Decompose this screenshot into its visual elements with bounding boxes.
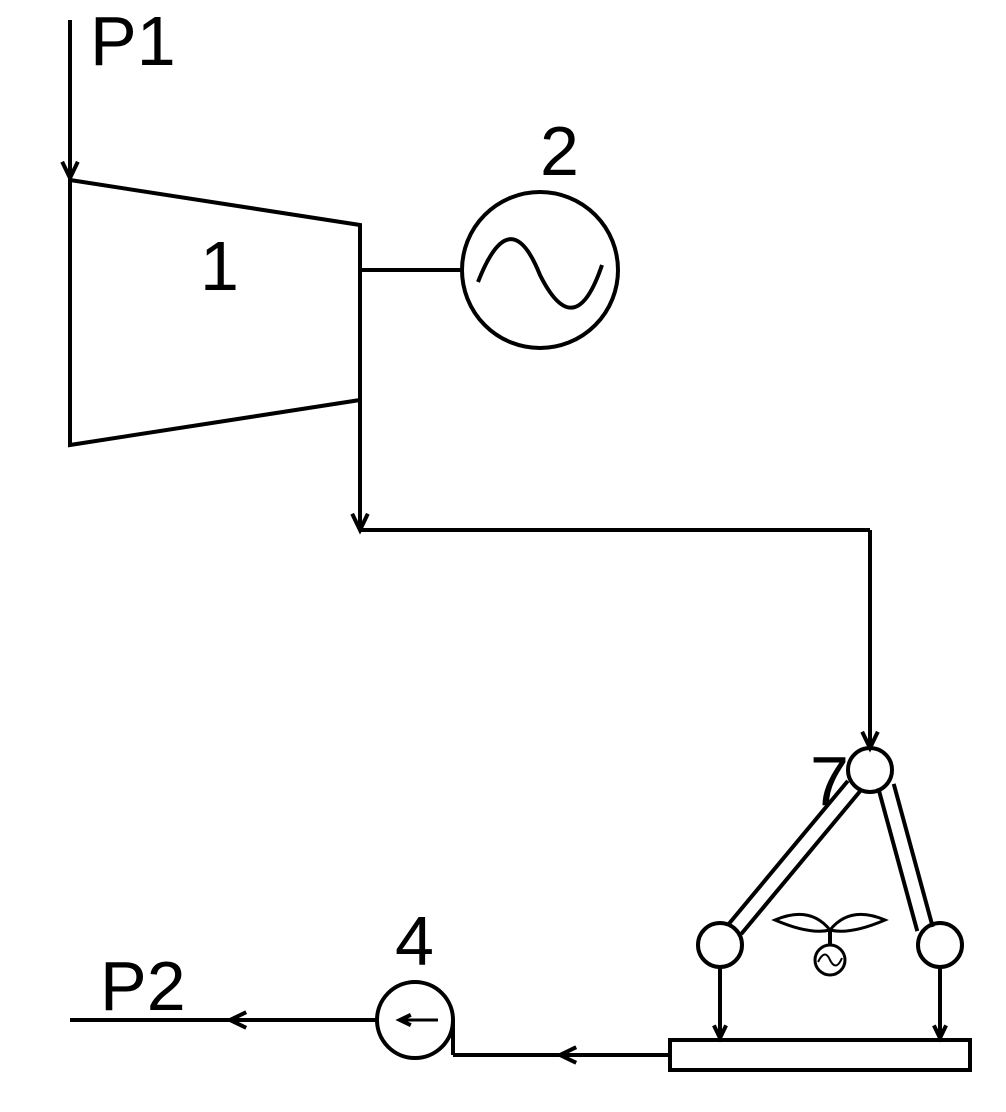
tower-top-node [848, 748, 892, 792]
turbine-body [70, 180, 360, 445]
label-two: 2 [540, 112, 579, 190]
tower-left-node [698, 923, 742, 967]
tower-basin [670, 1040, 970, 1070]
label-P1: P1 [90, 2, 176, 80]
tower-right-node [918, 923, 962, 967]
label-P2: P2 [100, 947, 186, 1025]
tower-leg-right-a [878, 788, 917, 931]
fan-blades [775, 914, 885, 931]
tower-leg-right-b [894, 784, 933, 927]
label-four: 4 [395, 902, 434, 980]
label-one: 1 [200, 227, 239, 305]
generator-sine [478, 239, 602, 307]
fan-sine [818, 954, 842, 965]
label-seven: 7 [810, 742, 849, 820]
